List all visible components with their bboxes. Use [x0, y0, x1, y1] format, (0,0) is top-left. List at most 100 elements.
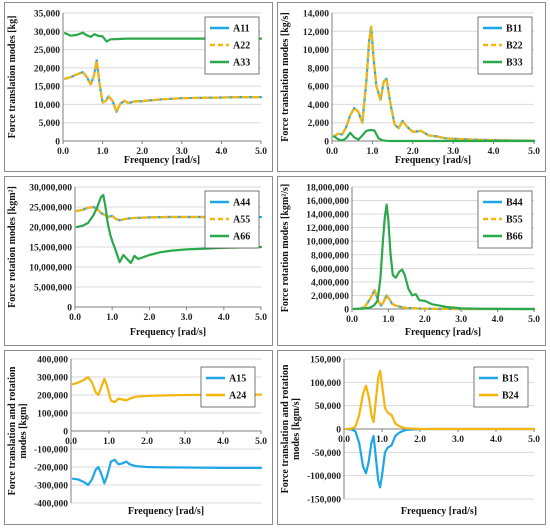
chart-4-ytick-label: 6,000,000: [311, 265, 349, 275]
chart-4-ytick-label: 18,000,000: [306, 184, 349, 194]
chart-6-ytick-label: 150,000: [310, 356, 341, 366]
chart-3-xtick-label: 2.0: [143, 313, 155, 323]
chart-6-ytick-label: 0: [336, 426, 341, 436]
chart-5-y-axis-title: Force translation and rotationmodes [kgm…: [7, 366, 29, 495]
chart-1-legend-label-a33: A33: [233, 58, 250, 69]
chart-5-svg: -400,000 -300,000 -200,000 -100,000 0 100,000…: [7, 356, 267, 518]
chart-2-xtick-label: 4.0: [488, 147, 500, 157]
chart-3-ytick-label: 25,000,000: [29, 204, 72, 214]
chart-4-ytick-label: 10,000,000: [306, 238, 349, 248]
chart-6-legend-label-b15: B15: [502, 374, 519, 385]
chart-4-ytick-label: 0: [344, 306, 349, 316]
chart-4-y-axis-title: Force rotation modes [kgm²/s]: [280, 184, 291, 312]
chart-5-ytick-label: -200,000: [34, 464, 68, 474]
chart-1-xtick-label: 5.0: [255, 147, 267, 157]
chart-6-series-b15-line: [344, 427, 536, 489]
chart-2-legend-label-b22: B22: [506, 41, 523, 52]
chart-2-ytick-label: 8,000: [308, 64, 330, 74]
chart-2-legend-label-b33: B33: [506, 58, 523, 69]
chart-2-ytick-label: 0: [324, 138, 329, 148]
chart-5-ytick-label: -300,000: [34, 482, 68, 492]
chart-3-xtick-label: 3.0: [181, 313, 193, 323]
chart-6-xtick-label: 0.0: [338, 435, 350, 445]
chart-4-xtick-label: 2.0: [419, 315, 431, 325]
chart-1-xtick-label: 2.0: [136, 147, 148, 157]
chart-2-ytick-label: 6,000: [308, 83, 330, 93]
chart-5-legend-label-a15: A15: [229, 374, 246, 385]
chart-3-svg: 0 5,000,000 10,000,000 15,000,000 20,000,000…: [7, 184, 267, 339]
chart-6-legend-box: [473, 366, 529, 408]
chart-1-ytick-label: 5,000: [39, 119, 61, 129]
chart-5-ytick-label: -400,000: [34, 500, 68, 510]
chart-2-xtick-label: 5.0: [528, 147, 540, 157]
chart-5-series-a24-line: [71, 375, 263, 404]
chart-6-xtick-label: 4.0: [490, 435, 502, 445]
chart-1-ytick-label: 10,000: [34, 101, 60, 111]
chart-panel-1: 0 5,000 10,000 15,000 20,000 25,000 30,000 35,0…: [4, 2, 273, 172]
chart-6-ytick-label: -50,000: [312, 449, 342, 459]
chart-2-xtick-label: 2.0: [407, 147, 419, 157]
chart-1-ytick-label: 15,000: [34, 83, 60, 93]
chart-6-series-b24-line: [344, 369, 536, 431]
chart-1-ytick-label: 20,000: [34, 64, 60, 74]
chart-3-legend-label-a66: A66: [233, 232, 250, 243]
chart-5-x-axis-title: Frequency [rad/s]: [128, 506, 204, 517]
chart-3-ytick-label: 0: [67, 304, 72, 314]
chart-5-xtick-label: 4.0: [217, 437, 229, 447]
chart-3-ytick-label: 15,000,000: [29, 244, 72, 254]
chart-5-series-a15-line: [71, 458, 263, 487]
chart-2-xtick-label: 0.0: [326, 147, 338, 157]
chart-3-ytick-label: 5,000,000: [34, 284, 72, 294]
chart-2-ytick-label: 12,000: [303, 28, 329, 38]
chart-2-series-b11-line: [332, 25, 536, 142]
chart-4-xtick-label: 4.0: [492, 315, 504, 325]
chart-4-ytick-label: 4,000,000: [311, 278, 349, 288]
chart-6-ytick-label: -100,000: [307, 472, 341, 482]
chart-6-xtick-label: 2.0: [414, 435, 426, 445]
chart-3-legend-label-a55: A55: [233, 215, 250, 226]
chart-2-ytick-label: 10,000: [303, 46, 329, 56]
chart-5-ytick-label: -100,000: [34, 446, 68, 456]
chart-2-series-b33-line: [332, 128, 536, 143]
chart-5-xtick-label: 1.0: [103, 437, 115, 447]
chart-5-ytick-label: 400,000: [37, 356, 68, 366]
chart-1-svg: 0 5,000 10,000 15,000 20,000 25,000 30,000 35,0…: [7, 10, 267, 167]
chart-5-ytick-label: 200,000: [37, 392, 68, 402]
chart-2-x-axis-title: Frequency [rad/s]: [395, 155, 471, 166]
chart-3-xtick-label: 5.0: [255, 313, 267, 323]
chart-5-ytick-label: 0: [63, 428, 68, 438]
chart-1-x-axis-title: Frequency [rad/s]: [124, 155, 200, 166]
chart-4-xtick-label: 5.0: [528, 315, 540, 325]
chart-2-ytick-label: 14,000: [303, 10, 329, 20]
chart-5-ytick-label: 100,000: [37, 410, 68, 420]
chart-6-xtick-label: 5.0: [528, 435, 540, 445]
chart-4-ytick-label: 14,000,000: [306, 211, 349, 221]
chart-1-xtick-label: 0.0: [57, 147, 69, 157]
chart-2-xtick-label: 1.0: [366, 147, 378, 157]
chart-2-ytick-label: 4,000: [308, 101, 330, 111]
chart-2-y-axis-title: Force translation modes [kg/s]: [280, 12, 291, 142]
chart-3-y-axis-title: Force rotation modes [kgm²]: [7, 186, 18, 308]
chart-5-xtick-label: 2.0: [141, 437, 153, 447]
chart-4-ytick-label: 2,000,000: [311, 292, 349, 302]
chart-4-ytick-label: 8,000,000: [311, 251, 349, 261]
chart-3-xtick-label: 0.0: [69, 313, 81, 323]
chart-panel-5: -400,000 -300,000 -200,000 -100,000 0 100,000…: [4, 350, 273, 525]
chart-4-x-axis-title: Frequency [rad/s]: [405, 327, 481, 338]
chart-3-series-a66-line: [75, 193, 263, 265]
chart-4-legend-label-b55: B55: [506, 215, 523, 226]
chart-1-ytick-label: 35,000: [34, 10, 60, 20]
chart-4-xtick-label: 0.0: [346, 315, 358, 325]
chart-5-legend-box: [200, 366, 256, 408]
chart-3-xtick-label: 1.0: [106, 313, 118, 323]
chart-4-svg: 0 2,000,000 4,000,000 6,000,000 8,000,000 10,…: [280, 184, 540, 339]
chart-1-ytick-label: 30,000: [34, 28, 60, 38]
chart-6-ytick-label: 50,000: [315, 402, 341, 412]
chart-6-ytick-label: -150,000: [307, 496, 341, 506]
chart-1-legend-label-a11: A11: [233, 24, 250, 35]
chart-3-series-a55-line: [75, 205, 263, 222]
chart-3-legend-label-a44: A44: [233, 198, 250, 209]
chart-1-y-axis-title: Force translation modes [kg]: [7, 16, 18, 139]
chart-6-xtick-label: 3.0: [452, 435, 464, 445]
chart-1-xtick-label: 1.0: [97, 147, 109, 157]
